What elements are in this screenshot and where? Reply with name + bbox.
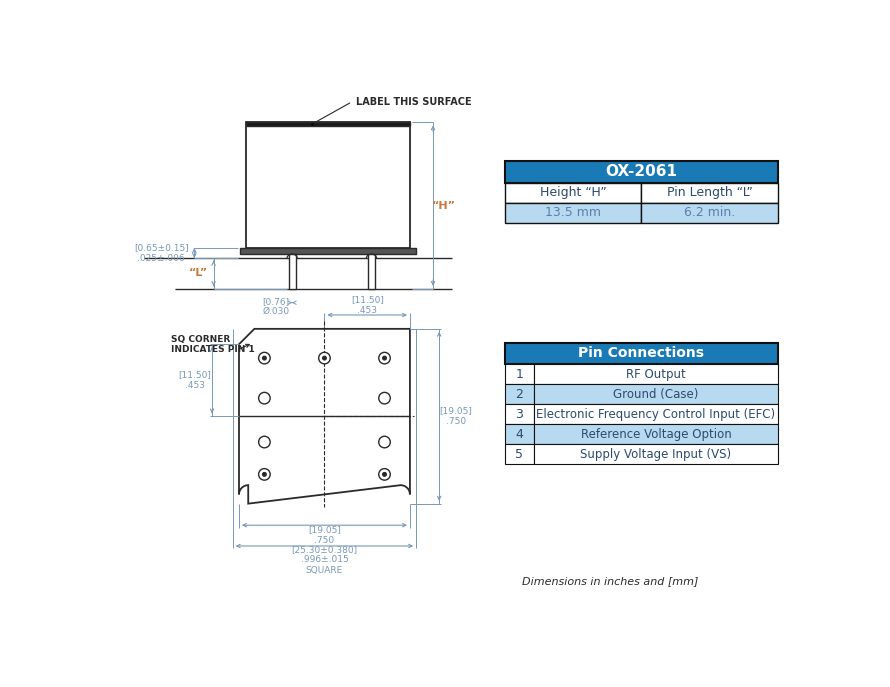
Text: Dimensions in inches and [mm]: Dimensions in inches and [mm] <box>522 576 699 587</box>
Circle shape <box>259 392 271 404</box>
Text: Height “H”: Height “H” <box>539 186 606 199</box>
Text: “H”: “H” <box>432 201 456 211</box>
Text: [19.05]
.750: [19.05] .750 <box>308 526 341 545</box>
Circle shape <box>259 352 271 364</box>
Bar <box>534 405 778 425</box>
Bar <box>239 248 417 254</box>
Text: 1: 1 <box>515 368 523 381</box>
Text: LABEL THIS SURFACE: LABEL THIS SURFACE <box>356 97 472 106</box>
Circle shape <box>383 473 386 476</box>
Text: Ground (Case): Ground (Case) <box>613 387 699 401</box>
Circle shape <box>379 392 391 404</box>
Bar <box>505 405 534 425</box>
Circle shape <box>322 356 327 360</box>
Text: [11.50]
.453: [11.50] .453 <box>179 370 212 390</box>
Text: [0.76]
Ø.030: [0.76] Ø.030 <box>262 297 289 316</box>
Circle shape <box>319 352 330 364</box>
Circle shape <box>379 436 391 448</box>
Bar <box>505 343 778 364</box>
Bar <box>505 444 534 464</box>
Circle shape <box>259 436 271 448</box>
Text: 6.2 min.: 6.2 min. <box>684 206 735 219</box>
Bar <box>246 122 410 126</box>
Text: 5: 5 <box>515 448 523 461</box>
Bar <box>642 203 778 223</box>
Bar <box>368 254 376 289</box>
Text: “L”: “L” <box>189 269 207 278</box>
Bar <box>534 364 778 384</box>
Bar <box>534 384 778 405</box>
Bar <box>642 183 778 203</box>
Circle shape <box>379 469 391 480</box>
Text: Pin Length “L”: Pin Length “L” <box>667 186 753 199</box>
Text: 2: 2 <box>515 387 523 401</box>
Bar <box>505 425 534 444</box>
Text: Reference Voltage Option: Reference Voltage Option <box>580 428 732 441</box>
PathPatch shape <box>239 329 410 504</box>
Text: 4: 4 <box>515 428 523 441</box>
Text: [0.65±0.15]
.025±.006: [0.65±0.15] .025±.006 <box>134 243 189 262</box>
Bar <box>534 425 778 444</box>
Bar <box>246 122 410 248</box>
Circle shape <box>263 473 266 476</box>
Circle shape <box>383 356 386 360</box>
Text: RF Output: RF Output <box>626 368 686 381</box>
Text: Electronic Frequency Control Input (EFC): Electronic Frequency Control Input (EFC) <box>537 408 775 421</box>
Bar <box>505 384 534 405</box>
Text: [11.50]
.453: [11.50] .453 <box>351 295 384 315</box>
Bar <box>505 183 642 203</box>
Text: 13.5 mm: 13.5 mm <box>545 206 601 219</box>
Circle shape <box>263 356 266 360</box>
Text: Pin Connections: Pin Connections <box>578 346 704 361</box>
Text: 3: 3 <box>515 408 523 421</box>
Text: Supply Voltage Input (VS): Supply Voltage Input (VS) <box>580 448 732 461</box>
Bar <box>505 364 534 384</box>
Bar <box>289 254 296 289</box>
Bar <box>534 444 778 464</box>
Circle shape <box>259 469 271 480</box>
Bar <box>505 161 778 183</box>
Text: [25.30±0.380]
.996±.015
SQUARE: [25.30±0.380] .996±.015 SQUARE <box>291 545 358 575</box>
Text: SQ CORNER
INDICATES PIN 1: SQ CORNER INDICATES PIN 1 <box>171 335 255 354</box>
Text: OX-2061: OX-2061 <box>605 164 677 179</box>
Circle shape <box>379 352 391 364</box>
Bar <box>505 203 642 223</box>
Text: [19.05]
.750: [19.05] .750 <box>440 407 473 426</box>
